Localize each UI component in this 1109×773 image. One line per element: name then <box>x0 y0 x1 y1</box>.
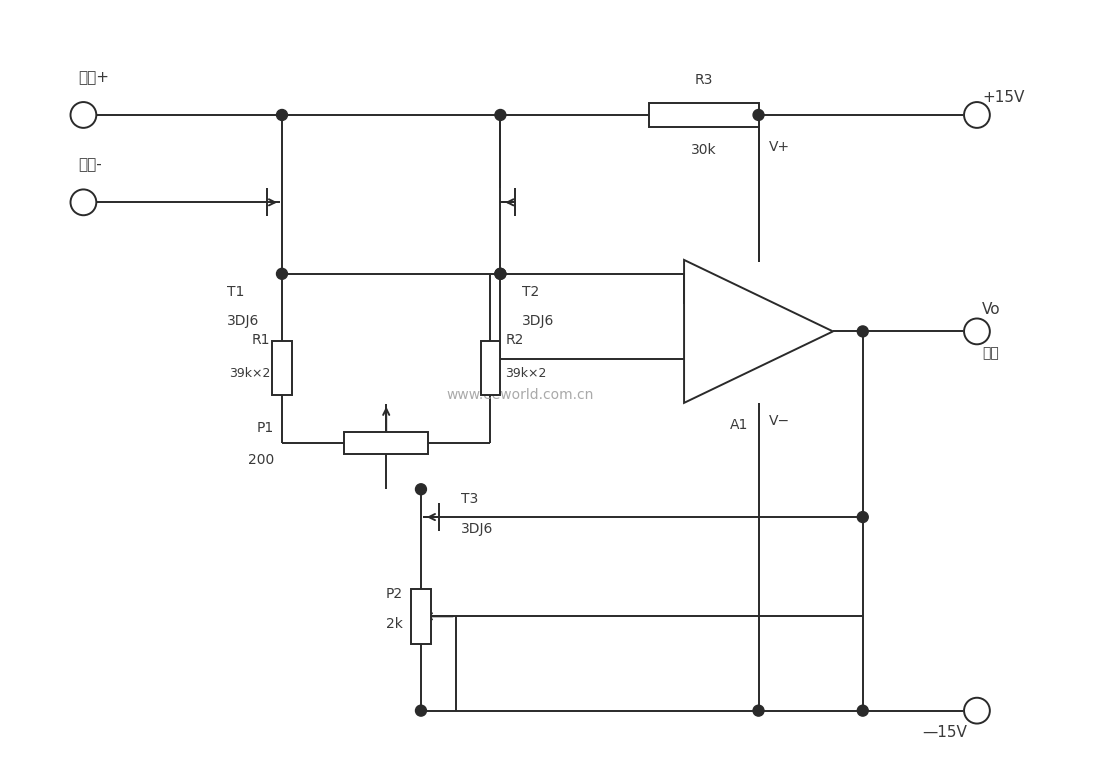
Bar <box>344 431 428 454</box>
Text: 3DJ6: 3DJ6 <box>522 315 554 329</box>
Text: —15V: —15V <box>923 725 967 740</box>
Bar <box>480 341 500 396</box>
Text: 3DJ6: 3DJ6 <box>460 522 494 536</box>
Bar <box>272 341 292 396</box>
Text: 输入-: 输入- <box>79 157 102 172</box>
Text: 30k: 30k <box>691 143 716 157</box>
Text: 39k×2: 39k×2 <box>506 366 547 380</box>
Circle shape <box>495 110 506 121</box>
Circle shape <box>857 705 868 716</box>
Text: 3DJ6: 3DJ6 <box>227 315 260 329</box>
Text: www.eeworld.com.cn: www.eeworld.com.cn <box>447 388 594 402</box>
Text: P1: P1 <box>257 421 274 434</box>
Circle shape <box>753 705 764 716</box>
Circle shape <box>416 484 427 495</box>
Circle shape <box>416 705 427 716</box>
Text: +15V: +15V <box>981 90 1025 104</box>
Circle shape <box>495 268 506 279</box>
Circle shape <box>857 512 868 523</box>
Circle shape <box>276 110 287 121</box>
Polygon shape <box>684 260 833 403</box>
Circle shape <box>753 110 764 121</box>
Circle shape <box>71 189 96 215</box>
Text: R2: R2 <box>506 333 523 347</box>
Bar <box>411 589 431 644</box>
Circle shape <box>857 326 868 337</box>
Text: T2: T2 <box>522 284 539 298</box>
Circle shape <box>964 318 990 344</box>
Text: 2k: 2k <box>386 618 403 632</box>
Text: R1: R1 <box>252 333 271 347</box>
Text: −: − <box>704 295 720 312</box>
Text: Vo: Vo <box>981 302 1000 317</box>
Text: 输出: 输出 <box>981 346 999 360</box>
Text: T3: T3 <box>460 492 478 506</box>
Text: T1: T1 <box>227 284 245 298</box>
Text: R3: R3 <box>694 73 713 87</box>
Circle shape <box>495 268 506 279</box>
Text: +: + <box>704 350 720 368</box>
Text: V−: V− <box>769 414 790 427</box>
Text: 200: 200 <box>247 454 274 468</box>
Text: 输入+: 输入+ <box>79 70 110 85</box>
Circle shape <box>964 102 990 128</box>
Text: 39k×2: 39k×2 <box>228 366 271 380</box>
Text: A1: A1 <box>730 417 747 432</box>
Text: V+: V+ <box>769 140 790 154</box>
Bar <box>649 103 759 127</box>
Circle shape <box>276 268 287 279</box>
Text: P2: P2 <box>386 587 403 601</box>
Circle shape <box>71 102 96 128</box>
Circle shape <box>964 698 990 724</box>
